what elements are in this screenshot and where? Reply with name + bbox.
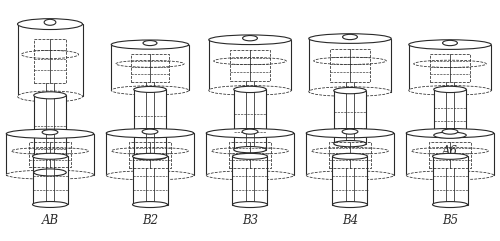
Ellipse shape	[44, 19, 56, 25]
Text: A1: A1	[42, 183, 58, 195]
Ellipse shape	[18, 91, 82, 102]
Ellipse shape	[242, 129, 258, 134]
Ellipse shape	[206, 129, 294, 138]
Ellipse shape	[142, 129, 158, 134]
Ellipse shape	[134, 154, 166, 160]
Ellipse shape	[132, 153, 168, 159]
Ellipse shape	[432, 153, 468, 159]
Bar	[206, 133, 294, 175]
Ellipse shape	[409, 40, 491, 49]
Text: A3: A3	[242, 159, 258, 172]
Ellipse shape	[442, 129, 458, 134]
Bar	[329, 142, 371, 168]
Ellipse shape	[209, 86, 291, 95]
Ellipse shape	[134, 87, 166, 93]
Bar	[209, 40, 291, 90]
Text: A5: A5	[342, 153, 358, 166]
Bar	[132, 156, 168, 205]
Ellipse shape	[6, 170, 94, 179]
Ellipse shape	[232, 153, 268, 159]
Ellipse shape	[242, 35, 258, 41]
Ellipse shape	[111, 40, 189, 49]
Text: B4: B4	[342, 214, 358, 227]
Ellipse shape	[42, 130, 58, 135]
Ellipse shape	[234, 86, 266, 93]
Text: B2: B2	[142, 214, 158, 227]
Bar	[330, 49, 370, 82]
Ellipse shape	[334, 87, 366, 94]
Ellipse shape	[111, 86, 189, 95]
Ellipse shape	[332, 153, 368, 159]
Ellipse shape	[342, 34, 357, 40]
Bar	[432, 156, 468, 205]
Ellipse shape	[6, 129, 94, 138]
Bar	[34, 39, 66, 83]
Bar	[334, 91, 366, 144]
Ellipse shape	[434, 132, 466, 138]
Bar	[230, 50, 270, 81]
Ellipse shape	[434, 86, 466, 93]
Bar	[129, 142, 171, 168]
Ellipse shape	[442, 40, 458, 46]
Bar	[32, 156, 68, 204]
Bar	[132, 54, 168, 82]
Bar	[111, 45, 188, 90]
Bar	[430, 54, 470, 82]
Text: A2: A2	[142, 166, 158, 179]
Ellipse shape	[306, 129, 394, 138]
Ellipse shape	[406, 171, 494, 180]
Bar	[34, 95, 66, 173]
Ellipse shape	[32, 201, 68, 208]
Bar	[134, 89, 166, 157]
Ellipse shape	[34, 92, 66, 99]
Ellipse shape	[232, 201, 268, 208]
Ellipse shape	[132, 201, 168, 208]
Ellipse shape	[209, 35, 291, 45]
Ellipse shape	[409, 86, 491, 95]
Text: A6: A6	[442, 145, 458, 158]
Ellipse shape	[309, 87, 391, 96]
Bar	[429, 142, 471, 168]
Bar	[6, 134, 94, 175]
Ellipse shape	[309, 34, 391, 43]
Bar	[29, 142, 71, 167]
Bar	[332, 156, 368, 205]
Ellipse shape	[334, 141, 366, 147]
Ellipse shape	[106, 129, 194, 138]
Bar	[229, 142, 271, 168]
Bar	[409, 45, 491, 90]
Ellipse shape	[306, 171, 394, 180]
Bar	[434, 89, 466, 135]
Ellipse shape	[206, 171, 294, 180]
Ellipse shape	[342, 129, 358, 134]
Ellipse shape	[406, 129, 494, 138]
Bar	[406, 133, 494, 175]
Text: B3: B3	[242, 214, 258, 227]
Ellipse shape	[106, 171, 194, 180]
Ellipse shape	[32, 153, 68, 159]
Ellipse shape	[143, 40, 157, 46]
Bar	[106, 133, 194, 175]
Bar	[18, 24, 82, 96]
Ellipse shape	[432, 201, 468, 208]
Ellipse shape	[18, 19, 82, 29]
Bar	[308, 39, 391, 92]
Ellipse shape	[234, 147, 266, 153]
Bar	[306, 133, 394, 175]
Text: B5: B5	[442, 214, 458, 227]
Bar	[234, 89, 266, 150]
Text: AB: AB	[42, 214, 58, 227]
Ellipse shape	[332, 201, 368, 208]
Bar	[232, 156, 268, 205]
Ellipse shape	[34, 169, 66, 176]
